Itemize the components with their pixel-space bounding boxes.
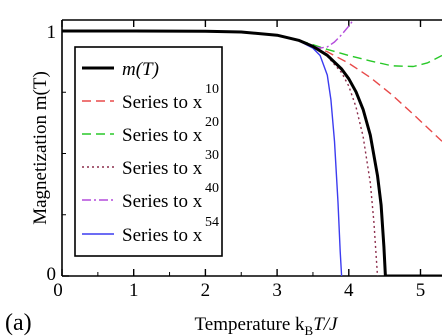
x-tick-label: 5 (416, 280, 426, 301)
legend-label-2: Series to x (122, 125, 203, 146)
y-axis-label: Magnetization m(T) (30, 71, 51, 225)
legend-box (74, 46, 223, 257)
legend-label-5: Series to x (122, 225, 203, 246)
x-tick-label: 4 (344, 280, 354, 301)
legend-label-1: Series to x (122, 92, 203, 113)
x-tick-label: 3 (272, 280, 282, 301)
x-tick-label: 1 (129, 280, 139, 301)
series-line-0 (62, 29, 442, 276)
y-tick-label: 1 (47, 22, 57, 43)
tick-labels: 0 1 2 3 4 5 0 1 (47, 22, 426, 301)
legend-exponent-4: 40 (205, 181, 219, 196)
legend-label-0: m(T) (122, 59, 159, 80)
legend-exponent-3: 30 (205, 148, 219, 163)
legend-label-3: Series to x (122, 158, 203, 179)
panel-label: (a) (5, 310, 32, 336)
y-tick-label: 0 (47, 264, 57, 285)
x-axis-label: Temperature kBT/J (195, 314, 340, 336)
x-axis-label-sub: B (305, 323, 314, 336)
x-axis-label-tail: T/J (313, 314, 339, 335)
legend-exponent-5: 54 (205, 215, 219, 230)
legend-exponent-1: 10 (205, 82, 219, 97)
legend-exponent-2: 20 (205, 115, 219, 130)
legend-label-4: Series to x (122, 191, 203, 212)
series-line-2 (62, 30, 442, 68)
x-tick-label: 0 (53, 280, 63, 301)
x-axis-label-main: Temperature k (195, 314, 305, 335)
series-lines (62, 20, 442, 276)
x-tick-label: 2 (201, 280, 211, 301)
